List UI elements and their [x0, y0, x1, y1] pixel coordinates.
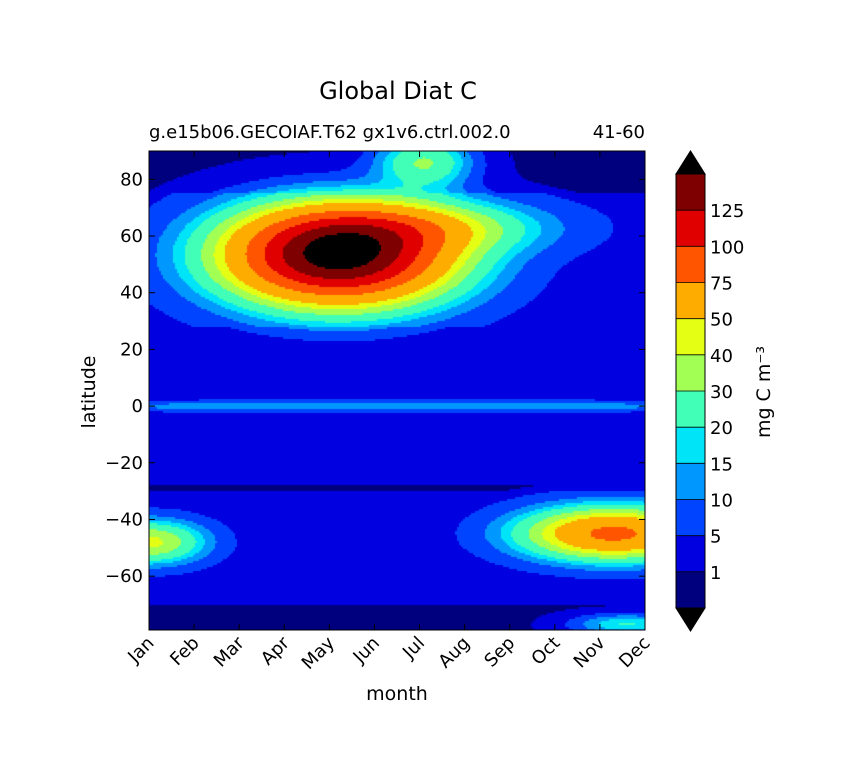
chart-subtitle-left: g.e15b06.GECOIAF.T62 gx1v6.ctrl.002.0: [149, 122, 511, 143]
colorbar-tick-label: 40: [710, 346, 733, 367]
contour-plot-area: [148, 150, 646, 631]
x-tick-label: Aug: [434, 633, 474, 673]
x-tick-label: Mar: [210, 632, 249, 671]
y-tick-label: −40: [105, 509, 143, 530]
x-tick-label: Jan: [123, 633, 158, 668]
plot-frame: [148, 150, 646, 631]
y-tick-label: 40: [120, 283, 143, 304]
chart-subtitle-right: 41-60: [593, 122, 645, 143]
colorbar-swatch: [676, 391, 705, 428]
y-tick-label: 80: [120, 169, 143, 190]
colorbar-tick-label: 15: [710, 454, 733, 475]
colorbar-tick-label: 20: [710, 418, 733, 439]
colorbar-over-arrow: [675, 150, 706, 175]
x-tick-label: Oct: [527, 633, 564, 670]
y-tick-label: −60: [105, 566, 143, 587]
colorbar-tick-label: 30: [710, 382, 733, 403]
x-tick-label: Apr: [257, 632, 294, 669]
colorbar-tick-label: 75: [710, 274, 733, 295]
colorbar-tick-label: 50: [710, 310, 733, 331]
x-tick-label: Nov: [570, 632, 610, 672]
y-axis: 80 60 40 20 0 −20 −40 −60: [105, 169, 645, 587]
x-tick-label: Feb: [166, 633, 203, 670]
x-axis-label: month: [366, 683, 428, 705]
y-tick-label: 60: [120, 226, 143, 247]
contour-fill: [149, 151, 645, 630]
colorbar-swatch: [676, 427, 705, 464]
colorbar-swatch: [676, 174, 705, 211]
x-tick-label: May: [298, 632, 339, 673]
colorbar-swatch: [676, 354, 705, 391]
colorbar-swatch: [676, 499, 705, 536]
x-tick-label: Jul: [398, 633, 429, 664]
colorbar-tick-label: 10: [710, 491, 733, 512]
colorbar-swatch: [676, 246, 705, 283]
x-tick-label: Dec: [615, 633, 654, 672]
colorbar-under-arrow: [675, 607, 706, 632]
colorbar-tick-label: 100: [710, 237, 744, 258]
colorbar-swatch: [676, 318, 705, 355]
colorbar-swatch: [676, 463, 705, 500]
colorbar-tick-label: 125: [710, 201, 744, 222]
y-tick-label: −20: [105, 453, 143, 474]
chart-title: Global Diat C: [319, 77, 477, 105]
colorbar-swatch: [676, 210, 705, 247]
colorbar-tick-label: 1: [710, 563, 721, 584]
y-tick-label: 20: [120, 339, 143, 360]
colorbar-tick-label: 5: [710, 527, 721, 548]
colorbar-label: mg C m⁻³: [753, 346, 775, 438]
y-axis-label: latitude: [78, 356, 100, 429]
x-tick-label: Sep: [480, 633, 519, 672]
colorbar-swatch: [676, 282, 705, 319]
x-tick-label: Jun: [349, 633, 384, 668]
colorbar-swatch: [676, 571, 705, 608]
colorbar-swatch: [676, 535, 705, 572]
y-tick-label: 0: [132, 396, 143, 417]
